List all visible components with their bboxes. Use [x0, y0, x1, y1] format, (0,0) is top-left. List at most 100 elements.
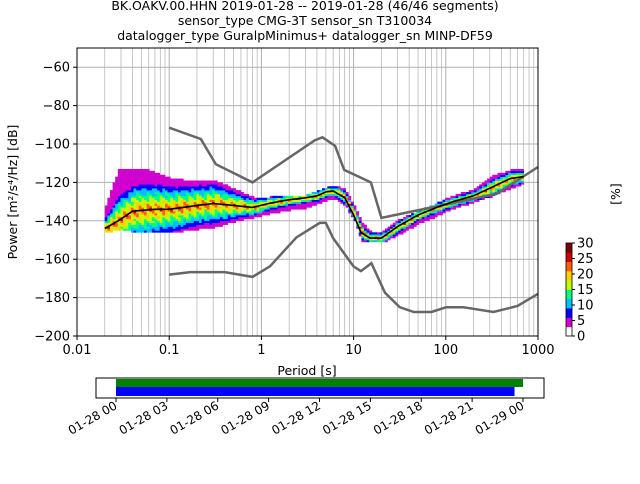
distribution-cell — [185, 216, 189, 220]
distribution-cell — [460, 193, 464, 197]
distribution-cell — [180, 222, 184, 225]
distribution-cell — [382, 240, 386, 243]
distribution-cell — [324, 199, 328, 202]
distribution-cell — [180, 199, 184, 202]
colorbar-segment — [566, 329, 572, 332]
distribution-cell — [154, 186, 158, 189]
distribution-cell — [154, 190, 158, 193]
distribution-cell — [453, 205, 456, 208]
distribution-cell — [209, 209, 213, 212]
distribution-cell — [141, 230, 145, 233]
distribution-cell — [196, 226, 200, 229]
distribution-cell — [502, 174, 506, 177]
distribution-cell — [133, 226, 137, 229]
distribution-cell — [170, 216, 174, 220]
distribution-cell — [392, 230, 396, 233]
colorbar-label: [%] — [608, 183, 623, 205]
distribution-cell — [185, 192, 189, 195]
probability-distribution — [104, 168, 525, 243]
distribution-cell — [418, 220, 422, 224]
distribution-cell — [269, 205, 273, 208]
distribution-cell — [416, 218, 420, 222]
distribution-cell — [175, 218, 179, 222]
new-high-noise-model-line — [168, 126, 539, 220]
distribution-cell — [136, 168, 140, 172]
distribution-cell — [136, 199, 140, 202]
distribution-cell — [144, 188, 147, 191]
distribution-cell — [193, 209, 197, 212]
distribution-cell — [125, 218, 129, 222]
distribution-cell — [267, 213, 271, 216]
distribution-cell — [125, 222, 129, 225]
distribution-cell — [432, 216, 435, 220]
distribution-cell — [191, 209, 195, 212]
distribution-cell — [261, 213, 265, 216]
distribution-cell — [301, 195, 305, 199]
distribution-cell — [133, 218, 137, 222]
distribution-cell — [400, 228, 404, 231]
distribution-cell — [109, 224, 113, 227]
distribution-cell — [285, 203, 289, 206]
distribution-cell — [172, 228, 176, 231]
distribution-cell — [178, 230, 181, 233]
colorbar-segment — [566, 270, 572, 273]
distribution-cell — [484, 182, 488, 185]
colorbar-segment — [566, 286, 572, 289]
distribution-cell — [489, 184, 493, 187]
distribution-cell — [193, 195, 197, 199]
distribution-cell — [109, 209, 113, 212]
distribution-cell — [518, 170, 522, 174]
distribution-cell — [212, 201, 216, 204]
distribution-cell — [162, 220, 166, 224]
distribution-cell — [149, 182, 153, 185]
distribution-cell — [167, 215, 171, 218]
distribution-cell — [183, 213, 187, 216]
distribution-cell — [167, 226, 171, 229]
distribution-cell — [188, 228, 192, 231]
distribution-cell — [164, 218, 168, 222]
distribution-cell — [196, 180, 200, 183]
distribution-cell — [214, 182, 218, 185]
distribution-cell — [494, 188, 498, 191]
distribution-cell — [243, 203, 247, 206]
distribution-cell — [193, 192, 197, 195]
distribution-cell — [104, 211, 108, 214]
distribution-cell — [199, 201, 202, 204]
distribution-cell — [157, 226, 161, 229]
distribution-cell — [350, 201, 354, 204]
distribution-cell — [269, 195, 273, 199]
distribution-cell — [398, 218, 401, 222]
distribution-cell — [214, 207, 218, 210]
distribution-cell — [172, 230, 176, 233]
distribution-cell — [274, 209, 278, 212]
distribution-cell — [144, 215, 147, 218]
distribution-cell — [193, 197, 197, 200]
distribution-cell — [141, 184, 145, 187]
distribution-cell — [206, 222, 210, 225]
distribution-cell — [151, 178, 155, 181]
distribution-cell — [157, 228, 161, 231]
distribution-cell — [358, 234, 362, 237]
distribution-cell — [175, 222, 179, 225]
distribution-cell — [193, 211, 197, 214]
distribution-cell — [175, 224, 179, 227]
distribution-cell — [219, 197, 223, 200]
distribution-cell — [196, 205, 200, 208]
distribution-cell — [411, 226, 415, 229]
distribution-cell — [264, 201, 268, 204]
distribution-cell — [193, 218, 197, 222]
distribution-cell — [455, 193, 459, 197]
distribution-cell — [170, 203, 174, 206]
distribution-cell — [219, 184, 223, 187]
distribution-cell — [123, 174, 126, 177]
distribution-cell — [295, 195, 299, 199]
distribution-cell — [138, 215, 142, 218]
distribution-cell — [109, 197, 113, 200]
distribution-cell — [151, 190, 155, 193]
distribution-cell — [277, 209, 281, 212]
distribution-cell — [185, 199, 189, 202]
distribution-cell — [138, 170, 142, 174]
distribution-cell — [188, 222, 192, 225]
distribution-cell — [120, 168, 124, 172]
distribution-cell — [476, 190, 480, 193]
